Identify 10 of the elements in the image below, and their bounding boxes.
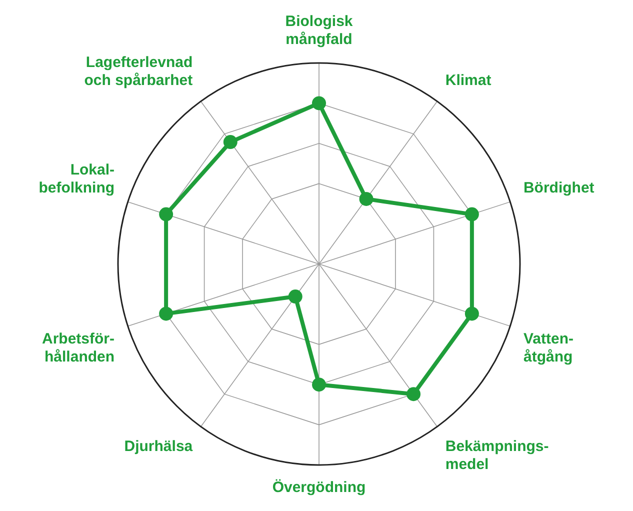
spoke-label: Djurhälsa [124,438,194,456]
spoke-label: Lagefterlevnad och spårbarhet [84,54,193,90]
spoke-label: Lokal- befolkning [38,162,115,197]
spoke-label: Arbetsför- hållanden [42,330,115,366]
spoke-label: Övergödning [272,479,366,496]
spoke-label: Bördighet [523,180,594,197]
spoke-label: Vatten- åtgång [523,330,574,366]
spoke-label: Klimat [445,72,492,90]
spoke-label: Biologisk mångfald [285,13,354,48]
spoke-label: Bekämpnings- medel [445,438,549,474]
